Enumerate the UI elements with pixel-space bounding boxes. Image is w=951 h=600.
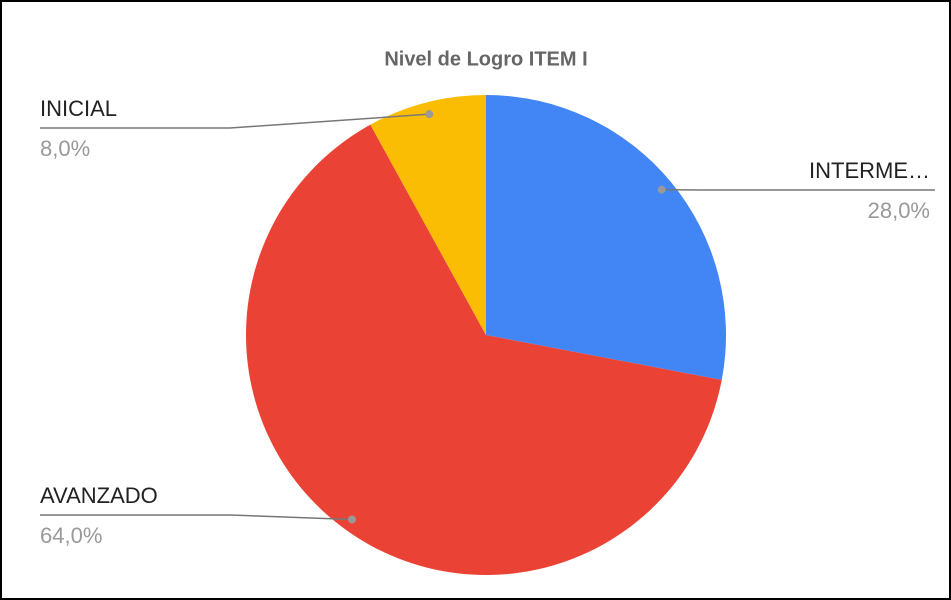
slice-value-label: 64,0% bbox=[40, 523, 102, 548]
leader-dot bbox=[347, 515, 356, 524]
slice-label: INICIAL bbox=[40, 96, 117, 121]
leader-dot bbox=[425, 110, 434, 119]
slice-value-label: 8,0% bbox=[40, 136, 90, 161]
leader-dot bbox=[657, 185, 666, 194]
slice-label: INTERME… bbox=[809, 158, 930, 183]
slice-value-label: 28,0% bbox=[868, 198, 930, 223]
leader-line bbox=[40, 514, 353, 521]
chart-title: Nivel de Logro ITEM I bbox=[384, 48, 587, 70]
slice-label: AVANZADO bbox=[40, 483, 158, 508]
leader-line bbox=[40, 113, 430, 129]
pie-slice bbox=[246, 124, 722, 575]
pie-slice bbox=[486, 95, 726, 380]
pie-slice bbox=[370, 95, 486, 335]
